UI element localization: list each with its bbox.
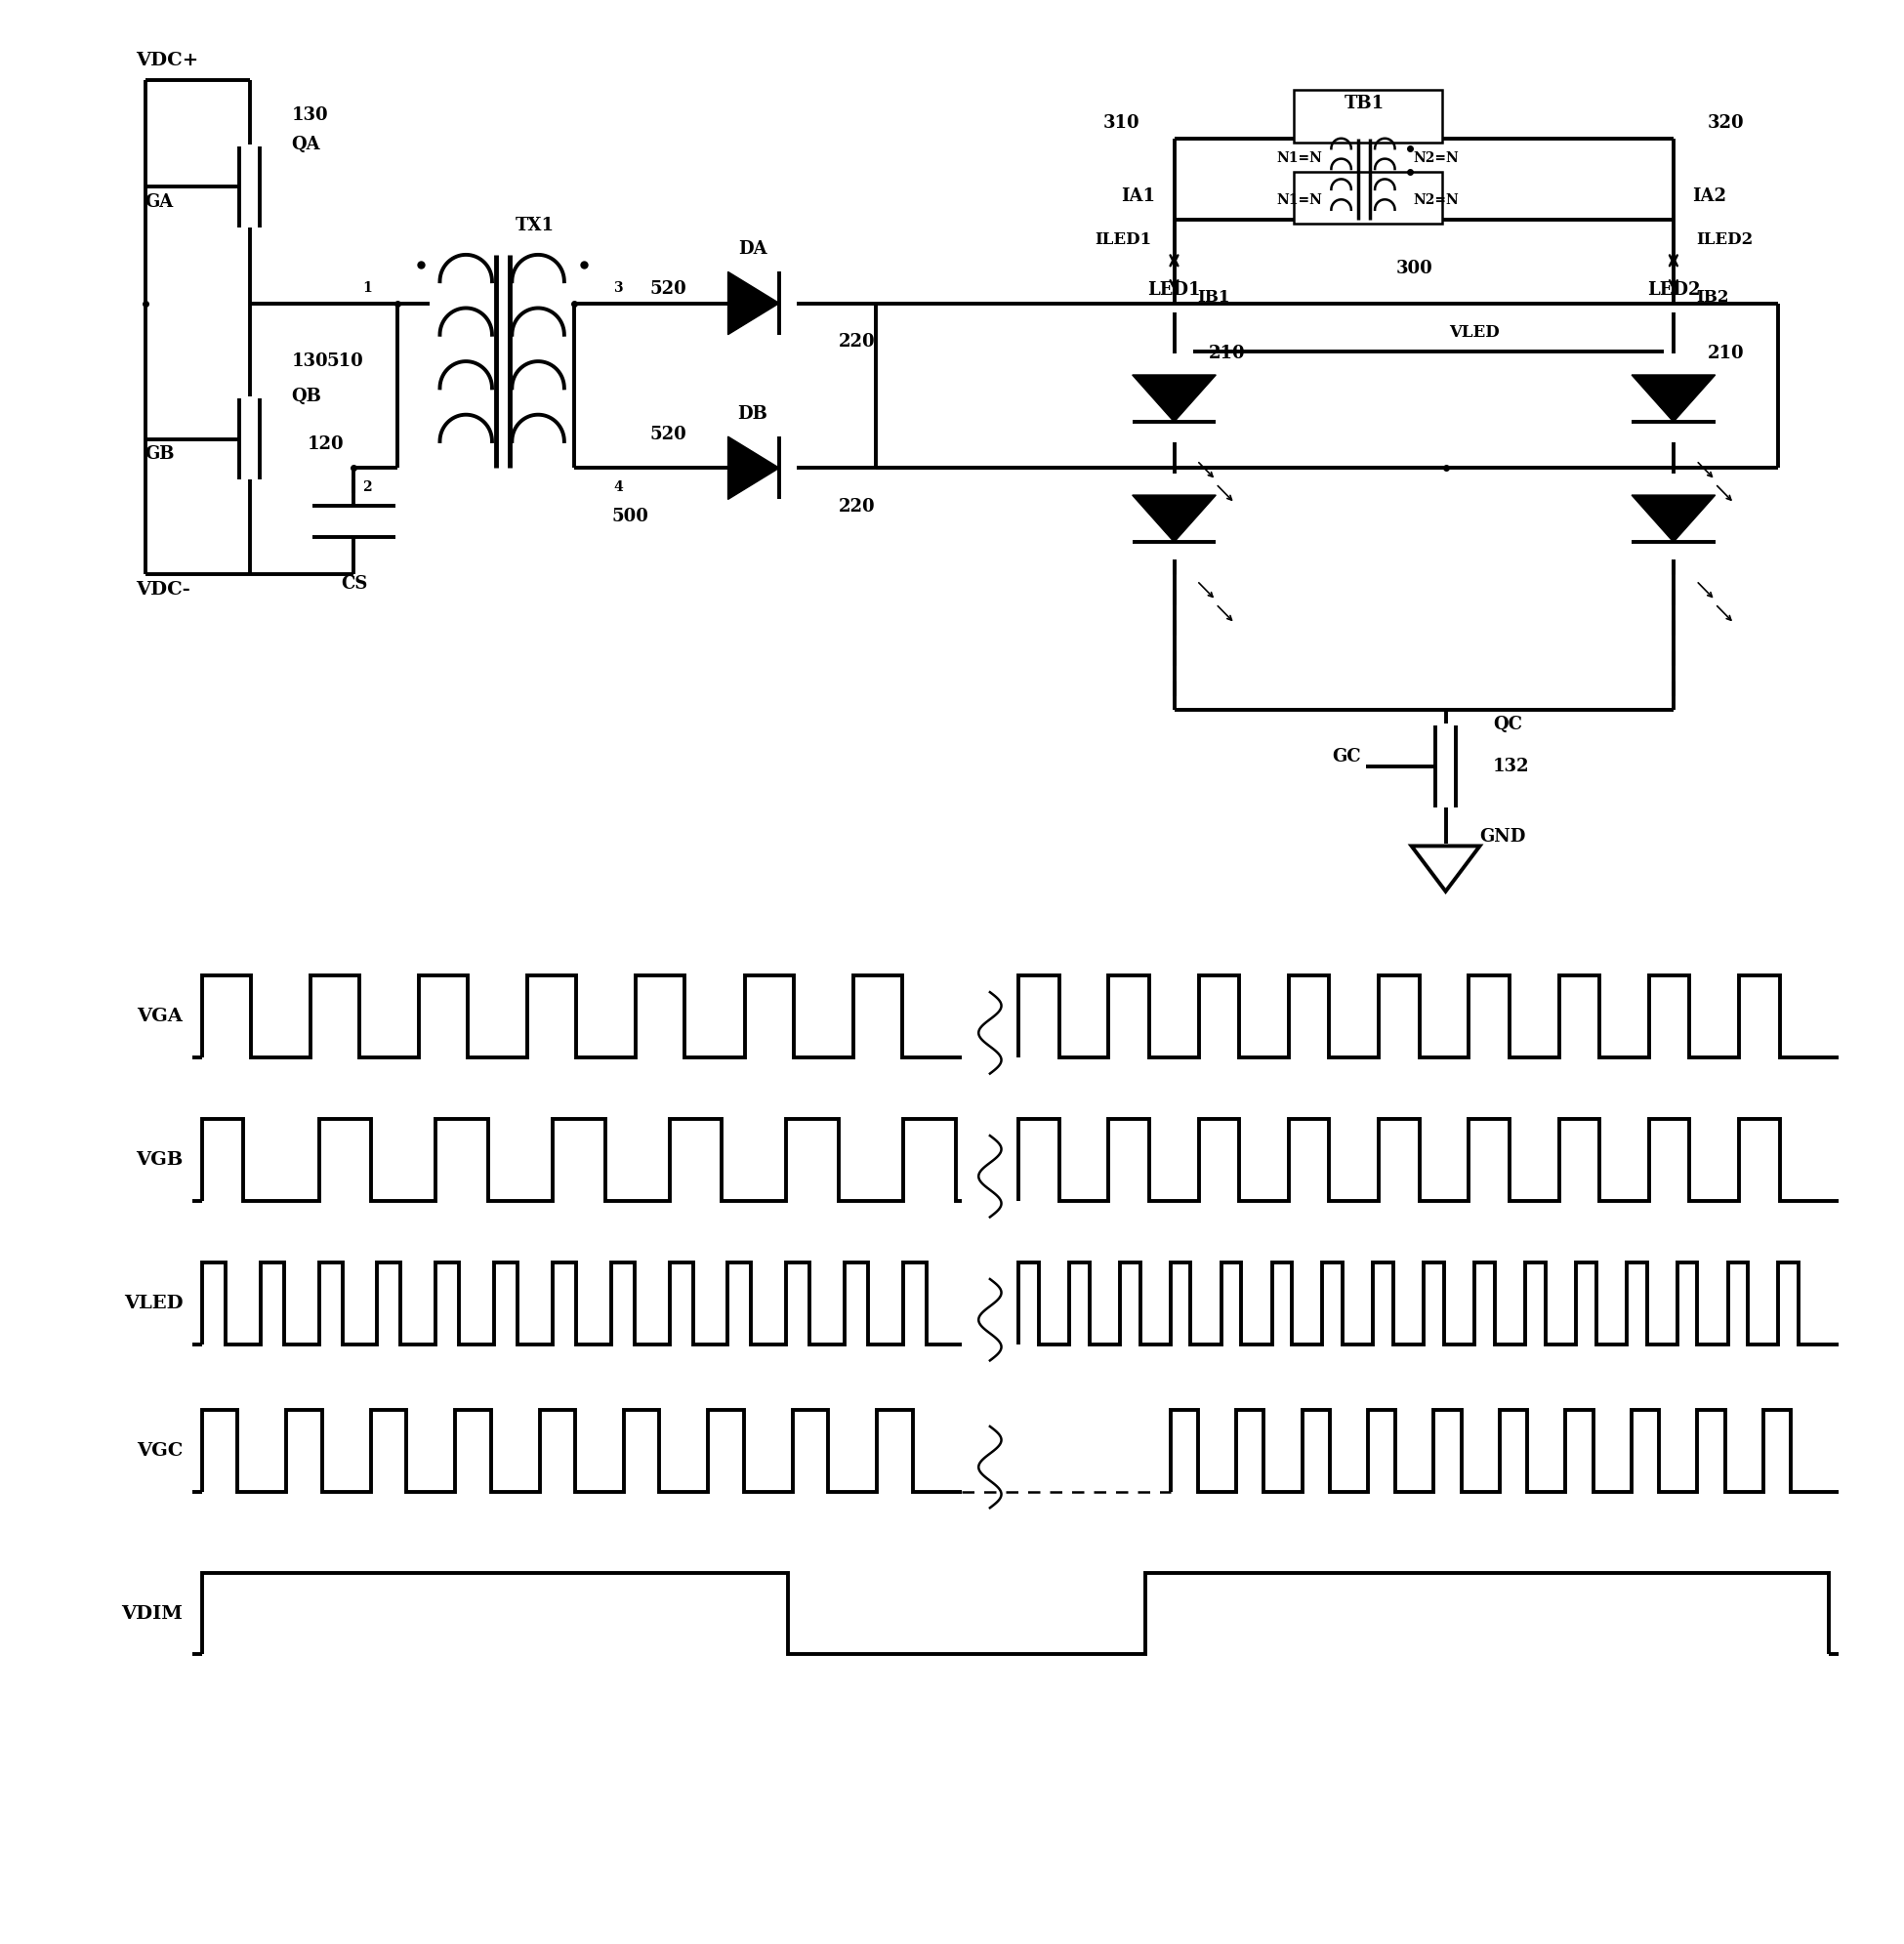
Polygon shape xyxy=(1133,496,1217,542)
Text: ILED2: ILED2 xyxy=(1696,231,1754,247)
Text: IB2: IB2 xyxy=(1696,290,1729,305)
Text: 220: 220 xyxy=(838,498,874,515)
Text: N2=N: N2=N xyxy=(1413,194,1458,208)
Text: 510: 510 xyxy=(327,352,364,369)
Text: VGC: VGC xyxy=(137,1442,183,1460)
Text: VDIM: VDIM xyxy=(122,1606,183,1623)
Text: 210: 210 xyxy=(1708,344,1744,362)
Text: GA: GA xyxy=(145,194,173,212)
Polygon shape xyxy=(1632,375,1716,422)
Text: 1: 1 xyxy=(362,280,371,295)
Polygon shape xyxy=(1632,496,1716,542)
Text: DB: DB xyxy=(737,404,767,422)
Text: 220: 220 xyxy=(838,332,874,350)
Polygon shape xyxy=(727,272,779,334)
Text: VDC-: VDC- xyxy=(135,581,190,599)
Text: GC: GC xyxy=(1331,748,1361,766)
Text: 132: 132 xyxy=(1493,758,1529,776)
Text: QC: QC xyxy=(1493,715,1523,733)
Text: 520: 520 xyxy=(649,280,687,297)
Text: 120: 120 xyxy=(308,435,345,453)
Text: LED1: LED1 xyxy=(1148,280,1201,299)
Text: 2: 2 xyxy=(362,480,371,494)
Text: IB1: IB1 xyxy=(1198,290,1230,305)
Text: 130: 130 xyxy=(291,107,327,124)
Text: N1=N: N1=N xyxy=(1276,194,1321,208)
Text: 4: 4 xyxy=(613,480,623,494)
Text: VLED: VLED xyxy=(1449,325,1500,340)
Text: VGA: VGA xyxy=(137,1007,183,1024)
Text: TB1: TB1 xyxy=(1344,95,1384,113)
Text: LED2: LED2 xyxy=(1647,280,1700,299)
Text: QB: QB xyxy=(291,387,322,404)
Text: 300: 300 xyxy=(1396,259,1434,278)
Text: QA: QA xyxy=(291,136,320,154)
Text: 310: 310 xyxy=(1102,115,1140,132)
Text: IA1: IA1 xyxy=(1121,189,1156,206)
Polygon shape xyxy=(727,437,779,500)
Text: GB: GB xyxy=(145,445,175,463)
Text: N1=N: N1=N xyxy=(1276,152,1321,165)
Text: 130: 130 xyxy=(291,352,327,369)
Text: N2=N: N2=N xyxy=(1413,152,1458,165)
Text: 3: 3 xyxy=(613,280,623,295)
Text: VLED: VLED xyxy=(124,1295,183,1312)
Polygon shape xyxy=(1133,375,1217,422)
Text: VDC+: VDC+ xyxy=(135,52,198,70)
Text: CS: CS xyxy=(341,575,367,593)
Text: 320: 320 xyxy=(1708,115,1744,132)
Text: 520: 520 xyxy=(649,426,687,443)
Text: ILED1: ILED1 xyxy=(1095,231,1152,247)
Text: VGB: VGB xyxy=(135,1151,183,1168)
Text: 500: 500 xyxy=(613,507,649,525)
Text: IA2: IA2 xyxy=(1693,189,1727,206)
Text: TX1: TX1 xyxy=(516,218,554,235)
Text: 210: 210 xyxy=(1209,344,1245,362)
Text: DA: DA xyxy=(739,241,767,259)
Text: GND: GND xyxy=(1479,828,1527,846)
